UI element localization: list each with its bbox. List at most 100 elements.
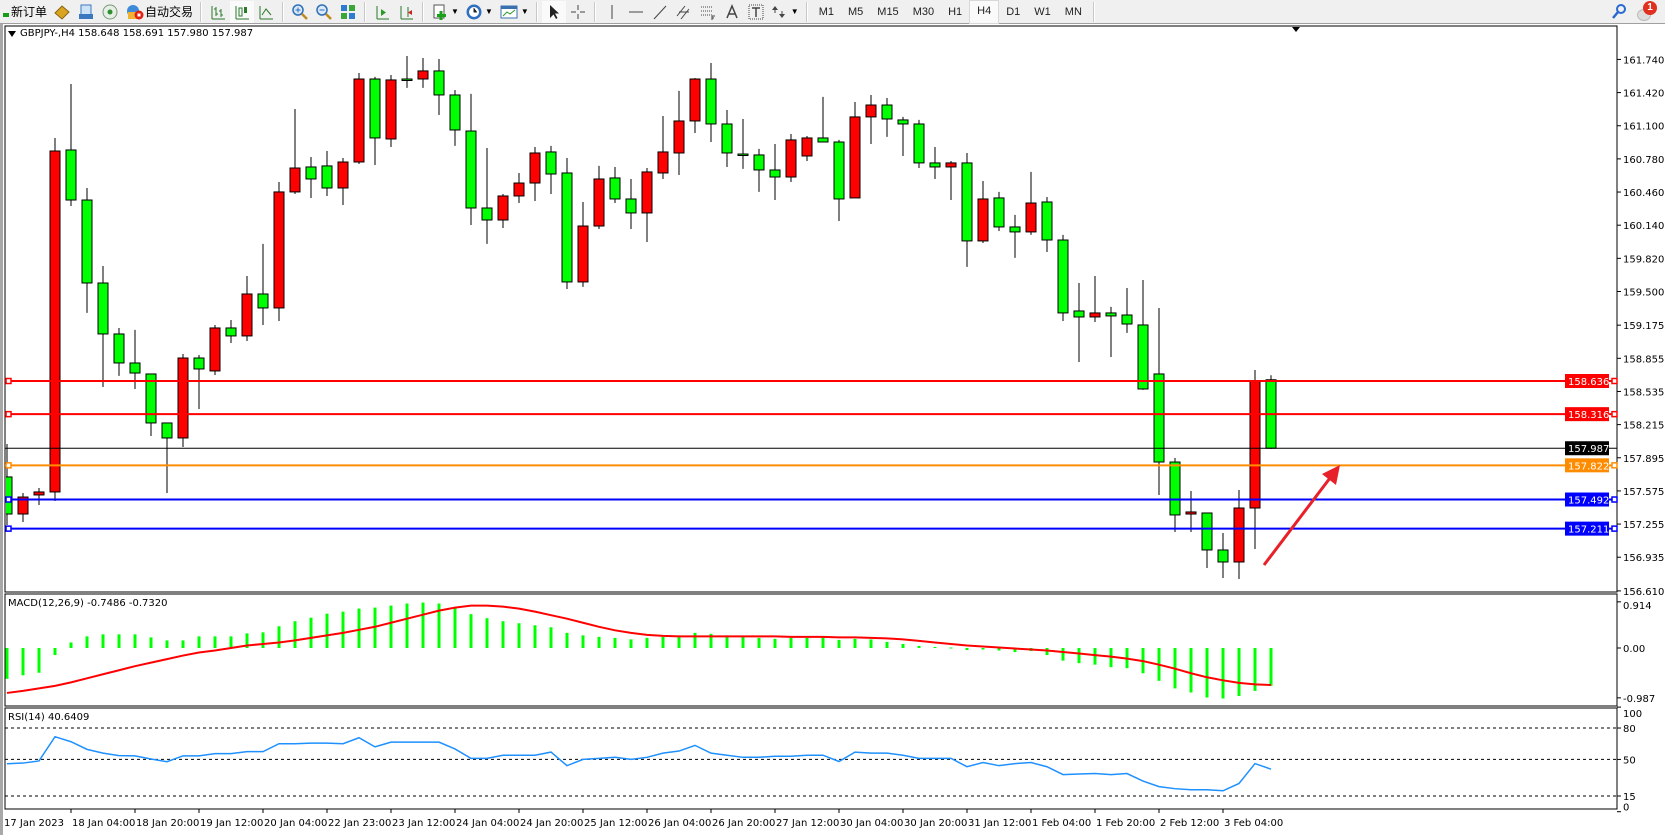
candlestick-chart-button[interactable] (230, 0, 255, 23)
macd-histogram-bar (165, 640, 169, 648)
new-order-button[interactable]: 新订单 (0, 1, 50, 23)
line-anchor-handle (5, 410, 12, 418)
templates-dropdown[interactable]: ▼ (496, 1, 532, 23)
main-panel (4, 25, 1618, 593)
candle-body (241, 293, 253, 337)
price-line-label: 157.211 (1568, 525, 1609, 536)
time-axis-label: 24 Jan 20:00 (520, 818, 583, 829)
zoom-in-button[interactable] (288, 1, 312, 23)
notifications-button[interactable]: 1 (1635, 1, 1657, 23)
equidistant-channel-tool[interactable] (672, 1, 696, 23)
macd-histogram-bar (981, 648, 985, 650)
text-label-tool[interactable] (744, 1, 768, 23)
trendline-tool[interactable] (648, 1, 672, 23)
timeframe-m30[interactable]: M30 (912, 5, 935, 18)
macd-histogram-bar (5, 648, 9, 679)
macd-histogram-bar (1205, 648, 1209, 698)
tile-windows-button[interactable] (336, 1, 360, 23)
candle-body (1169, 461, 1181, 516)
price-line-label: 158.316 (1568, 410, 1609, 421)
line-chart-button[interactable] (254, 1, 278, 23)
symbol-menu-triangle-icon[interactable] (8, 31, 16, 37)
cursor-tool[interactable] (541, 0, 566, 23)
line-anchor-handle (5, 496, 12, 503)
timeframe-m15[interactable]: M15 (877, 5, 899, 18)
candle-body (145, 373, 157, 424)
line-anchor-handle (1611, 377, 1618, 385)
current-price-label: 157.987 (1568, 444, 1609, 455)
line-anchor-handle (1611, 462, 1618, 469)
macd-histogram-bar (869, 639, 873, 648)
candle-body (177, 357, 189, 439)
fibonacci-tool[interactable] (696, 1, 720, 23)
candle-body (961, 162, 973, 242)
auto-scroll-button[interactable] (370, 1, 394, 23)
price-label-box (1565, 521, 1609, 536)
macd-histogram-bar (933, 646, 937, 648)
candle-body (289, 167, 301, 193)
macd-histogram-bar (677, 635, 681, 648)
macd-histogram-bar (37, 648, 41, 673)
signals-button[interactable] (98, 1, 122, 23)
indicators-dropdown[interactable]: ▼ (428, 1, 462, 23)
search-icon[interactable] (1611, 3, 1627, 21)
market-watch-button[interactable] (50, 1, 74, 23)
timeframe-h4[interactable]: H4 (969, 0, 1000, 24)
rsi-axis-label: 50 (1623, 755, 1636, 766)
time-axis-label: 23 Jan 12:00 (392, 818, 455, 829)
candle-body (737, 153, 749, 157)
candle-body (33, 491, 45, 496)
macd-histogram-bar (421, 602, 425, 648)
rsi-line (6, 735, 1272, 792)
auto-trading-button[interactable]: 自动交易 (122, 1, 196, 23)
macd-histogram-bar (469, 614, 473, 648)
candle-body (721, 123, 733, 154)
zoom-in-icon (292, 3, 308, 20)
horizontal-line-tool[interactable] (624, 1, 648, 23)
vertical-line-tool[interactable] (600, 1, 624, 23)
antenna-icon (102, 4, 118, 19)
chart-shift-button[interactable] (394, 1, 418, 23)
macd-histogram-bar (533, 625, 537, 648)
candle-body (1041, 201, 1053, 241)
candle-body (801, 137, 813, 157)
candle-body (769, 169, 781, 178)
periods-dropdown[interactable]: ▼ (462, 1, 496, 23)
candle-body (353, 78, 365, 163)
macd-histogram-bar (389, 605, 393, 648)
timeframe-mn[interactable]: MN (1064, 5, 1082, 18)
candle-body (1217, 549, 1229, 563)
price-axis-label: 158.855 (1623, 354, 1664, 365)
candle-body (6, 476, 13, 515)
crosshair-tool[interactable] (566, 1, 590, 23)
arrows-dropdown[interactable]: ▼ (768, 1, 802, 23)
macd-histogram-bar (917, 645, 921, 648)
macd-histogram-bar (853, 638, 857, 648)
timeframe-d1[interactable]: D1 (1006, 5, 1021, 18)
macd-histogram-bar (485, 618, 489, 648)
text-tool[interactable] (720, 1, 744, 23)
timeframe-m1[interactable]: M1 (818, 5, 834, 18)
macd-histogram-bar (325, 613, 329, 648)
candle-body (929, 162, 941, 168)
zoom-out-button[interactable] (312, 1, 336, 23)
timeframe-w1[interactable]: W1 (1034, 5, 1051, 18)
arrows-icon (771, 5, 785, 18)
rsi-axis-label: 80 (1623, 724, 1636, 735)
annotation-arrow-shaft (1262, 477, 1332, 566)
toolbar-separator (364, 1, 367, 22)
chevron-down-icon: ▼ (484, 7, 493, 16)
notification-count: 1 (1643, 1, 1657, 15)
timeframe-m5[interactable]: M5 (848, 5, 864, 18)
vertical-line-icon (611, 4, 613, 19)
toolbar-separator (422, 1, 425, 22)
candle-body (449, 94, 461, 131)
macd-histogram-bar (597, 636, 601, 648)
candle-body (657, 151, 669, 174)
line-anchor-handle (5, 462, 12, 469)
timeframe-h1[interactable]: H1 (948, 5, 963, 18)
bar-chart-button[interactable] (206, 1, 230, 23)
rsi-header: RSI(14) 40.6409 (8, 712, 90, 723)
navigator-button[interactable] (74, 1, 98, 23)
